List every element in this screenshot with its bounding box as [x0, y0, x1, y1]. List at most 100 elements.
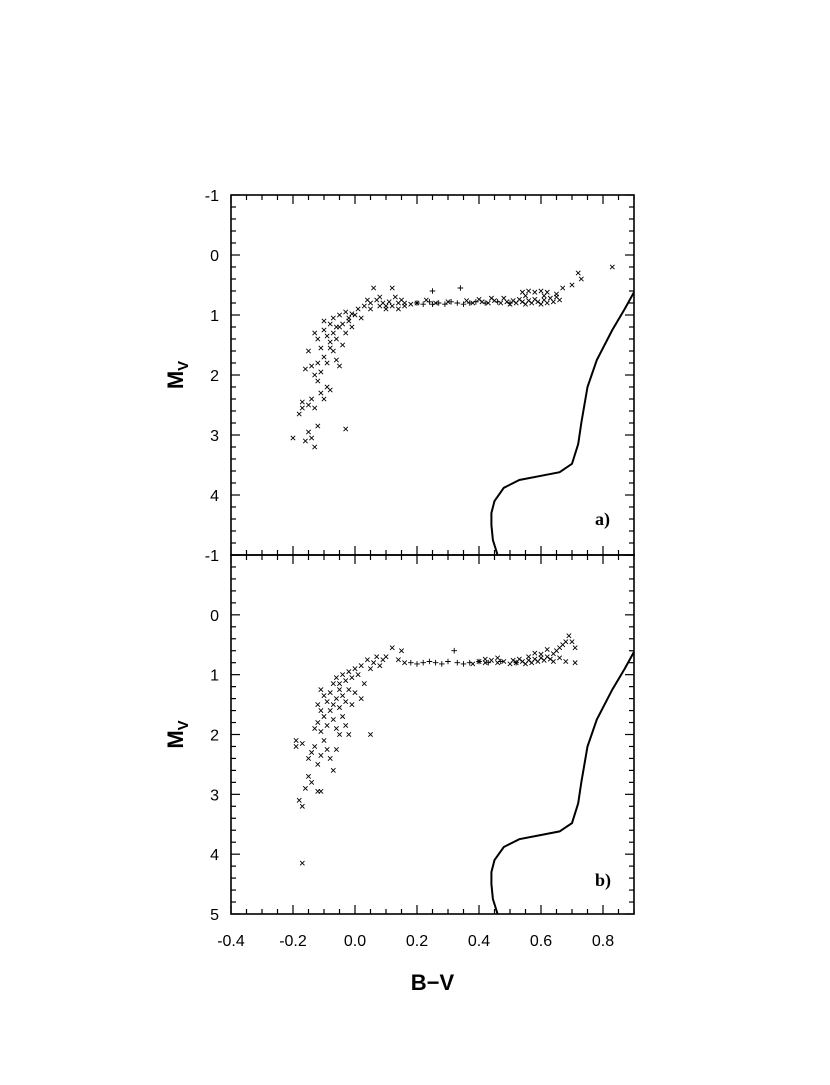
star-x-marker — [340, 672, 346, 678]
star-x-marker — [544, 647, 550, 653]
y-axis-title: MV — [163, 720, 192, 748]
star-x-marker — [327, 321, 333, 327]
star-plus-marker — [457, 285, 464, 291]
star-x-marker — [519, 658, 525, 665]
star-x-marker — [572, 660, 578, 666]
star-x-marker — [312, 444, 318, 450]
star-x-marker — [485, 300, 491, 306]
star-x-marker — [302, 366, 308, 372]
y-tick-label: 4 — [210, 847, 219, 864]
y-axis-title: MV — [163, 361, 192, 389]
isochrone-curve — [490, 651, 634, 914]
star-plus-marker — [426, 299, 433, 305]
star-x-marker — [312, 725, 318, 732]
star-x-marker — [516, 656, 522, 662]
x-axis-title: B−V — [411, 970, 455, 995]
star-x-marker — [324, 333, 330, 339]
star-x-marker — [501, 658, 507, 665]
star-x-marker — [358, 696, 364, 702]
star-x-marker — [560, 285, 566, 291]
star-x-marker — [318, 752, 324, 758]
star-x-marker — [327, 690, 333, 696]
star-x-marker — [364, 657, 370, 663]
star-x-marker — [445, 299, 451, 305]
star-x-marker — [318, 369, 324, 375]
star-x-marker — [386, 299, 392, 305]
star-x-marker — [327, 708, 333, 714]
star-plus-marker — [460, 661, 467, 667]
star-x-marker — [408, 301, 414, 307]
y-tick-label: 1 — [210, 308, 219, 325]
star-plus-marker — [426, 658, 433, 665]
star-x-marker — [305, 348, 312, 354]
star-x-marker — [349, 702, 355, 708]
star-x-marker — [361, 303, 367, 309]
star-x-marker — [312, 743, 318, 749]
star-x-marker — [318, 708, 324, 714]
star-plus-marker — [429, 288, 436, 294]
star-x-marker — [309, 435, 315, 441]
star-x-marker — [305, 429, 312, 435]
star-x-marker — [547, 656, 553, 662]
x-tick-label: -0.2 — [279, 933, 307, 950]
star-x-marker — [482, 656, 488, 662]
star-x-marker — [367, 731, 374, 738]
star-x-marker — [299, 803, 305, 809]
star-x-marker — [392, 294, 398, 300]
y-tick-label: -1 — [205, 188, 219, 205]
y-tick-label: 2 — [210, 368, 219, 385]
star-x-marker — [309, 363, 315, 369]
star-x-marker — [343, 678, 349, 684]
star-x-marker — [510, 298, 516, 304]
star-x-marker — [321, 396, 327, 402]
star-x-marker — [321, 327, 327, 333]
star-plus-marker — [507, 300, 513, 306]
isochrone-curve — [490, 291, 634, 555]
star-x-marker — [349, 675, 355, 681]
star-x-marker — [544, 300, 550, 306]
star-x-marker — [346, 669, 352, 675]
star-plus-marker — [485, 659, 492, 666]
star-x-marker — [395, 306, 401, 312]
star-plus-marker — [408, 659, 414, 666]
star-plus-marker — [466, 659, 473, 666]
star-x-marker — [321, 714, 327, 720]
star-x-marker — [336, 705, 343, 711]
star-x-marker — [343, 723, 349, 729]
star-x-marker — [302, 438, 308, 444]
star-x-marker — [309, 396, 315, 402]
star-x-marker — [318, 788, 324, 794]
star-plus-marker — [494, 299, 501, 305]
star-x-marker — [572, 645, 578, 651]
star-x-marker — [532, 289, 538, 295]
star-x-marker — [299, 860, 305, 866]
star-plus-marker — [497, 658, 504, 665]
star-plus-marker — [476, 658, 482, 665]
star-x-marker — [488, 657, 494, 663]
star-x-marker — [340, 321, 346, 327]
star-x-marker — [330, 717, 336, 723]
star-plus-marker — [439, 661, 445, 667]
star-x-marker — [361, 681, 367, 687]
star-x-marker — [305, 755, 312, 761]
star-x-marker — [340, 342, 346, 348]
star-x-marker — [526, 654, 532, 660]
star-x-marker — [305, 402, 312, 408]
star-x-marker — [318, 390, 324, 396]
star-x-marker — [535, 299, 541, 305]
star-x-marker — [336, 681, 343, 687]
x-tick-label: 0.6 — [530, 933, 552, 950]
star-x-marker — [355, 672, 361, 678]
panel-label: a) — [595, 509, 610, 530]
star-plus-marker — [466, 300, 473, 306]
star-plus-marker — [482, 300, 488, 306]
y-axis-title-sub: V — [175, 361, 192, 371]
y-tick-label: 0 — [210, 248, 219, 265]
star-x-marker — [318, 687, 324, 693]
star-x-marker — [389, 645, 395, 651]
star-x-marker — [293, 743, 299, 749]
star-x-marker — [402, 660, 408, 666]
star-x-marker — [333, 675, 339, 681]
star-plus-marker — [432, 659, 439, 666]
star-plus-marker — [442, 301, 448, 307]
